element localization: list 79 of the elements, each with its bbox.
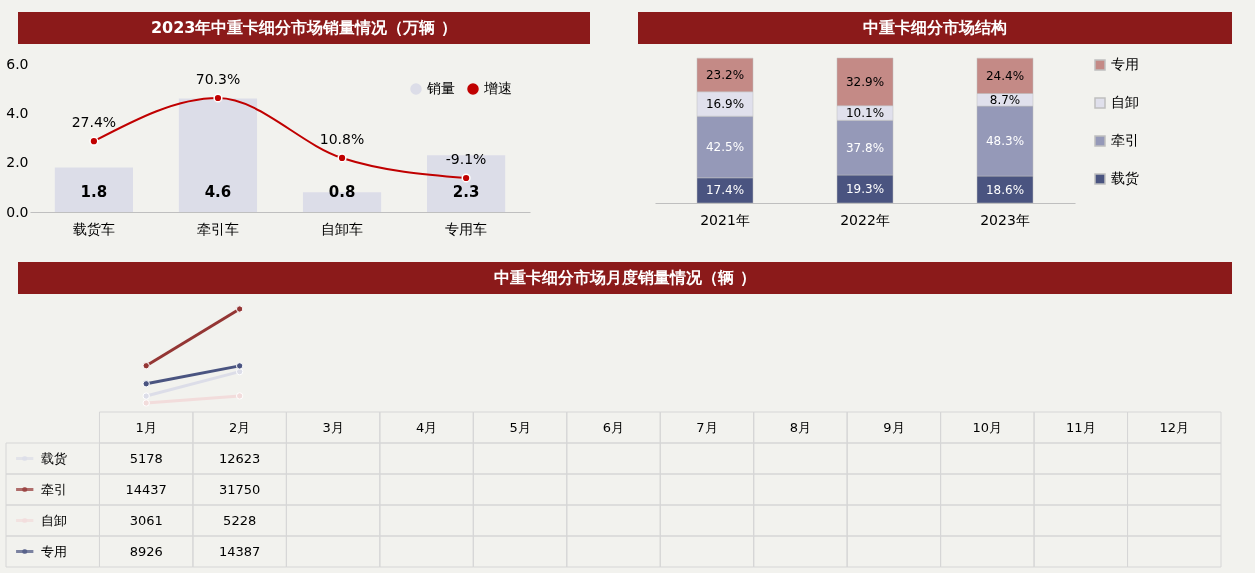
data-label: 14437 — [125, 481, 167, 497]
data-label: 5178 — [129, 450, 163, 466]
x-tick-label: 1月 — [135, 419, 157, 435]
bar — [178, 98, 258, 212]
bar — [427, 155, 506, 212]
data-label: 8.7% — [989, 92, 1021, 107]
x-tick-label: 11月 — [1066, 419, 1096, 435]
data-label: 16.9% — [705, 96, 745, 111]
data-label: 19.3% — [845, 182, 885, 197]
data-label: 31750 — [218, 481, 261, 497]
data-label: 27.4% — [71, 114, 117, 131]
point — [89, 136, 99, 146]
y-tick-label: 2.0 — [6, 154, 29, 171]
data-label: 48.3% — [985, 134, 1025, 149]
x-tick-label: 10月 — [972, 419, 1003, 435]
data-label: 70.3% — [195, 71, 241, 87]
x-tick-label: 2023年 — [980, 211, 1030, 228]
x-tick-label: 载货车 — [72, 220, 115, 237]
legend-label: 载货 — [40, 450, 67, 466]
legend-label: 自卸 — [1111, 94, 1139, 110]
data-label: 17.4% — [705, 183, 745, 198]
data-label: 37.8% — [845, 140, 885, 155]
x-tick-label: 3月 — [322, 419, 344, 435]
x-tick-label: 7月 — [696, 419, 718, 435]
y-tick-label: 6.0 — [6, 55, 29, 72]
point — [235, 362, 244, 370]
x-tick-label: 8月 — [789, 419, 812, 435]
data-label: 12623 — [218, 450, 261, 466]
point — [235, 392, 244, 400]
data-label: 18.6% — [985, 182, 1025, 197]
data-label: 0.8 — [328, 183, 356, 201]
point — [235, 368, 244, 376]
x-tick-label: 12月 — [1159, 419, 1190, 435]
data-label: 3061 — [129, 512, 163, 528]
legend-label: 专用 — [40, 543, 67, 559]
chart-title: 中重卡细分市场月度销量情况（辆 ） — [18, 262, 1232, 294]
point — [213, 93, 223, 103]
x-tick-label: 9月 — [883, 419, 905, 435]
data-label: 1.8 — [80, 183, 108, 201]
y-tick-label: 0.0 — [6, 203, 29, 220]
data-label: 10.8% — [319, 130, 365, 147]
x-tick-label: 6月 — [602, 419, 625, 435]
legend-label: 牵引 — [40, 481, 67, 497]
point — [337, 153, 347, 163]
legend-label: 增速 — [483, 80, 512, 96]
point — [235, 305, 244, 313]
legend-label: 专用 — [1111, 56, 1139, 72]
legend-label: 销量 — [426, 80, 455, 96]
legend-label: 载货 — [1111, 170, 1139, 186]
data-label: 2.3 — [452, 183, 480, 201]
bar — [54, 167, 133, 212]
data-label: 23.2% — [705, 67, 745, 82]
data-label: 32.9% — [845, 74, 885, 89]
x-tick-label: 专用车 — [445, 220, 488, 237]
data-label: 8926 — [129, 543, 163, 559]
x-tick-label: 4月 — [415, 419, 438, 435]
x-tick-label: 5月 — [509, 419, 531, 435]
x-tick-label: 2月 — [229, 419, 251, 435]
y-tick-label: 4.0 — [6, 104, 29, 121]
point — [142, 380, 150, 388]
data-label: 42.5% — [705, 140, 745, 155]
point — [142, 362, 150, 370]
legend-label: 牵引 — [1111, 132, 1139, 148]
data-label: 14387 — [218, 543, 261, 559]
chart-title: 中重卡细分市场结构 — [638, 12, 1232, 44]
x-tick-label: 2022年 — [840, 211, 890, 228]
legend-label: 自卸 — [40, 512, 67, 528]
data-label: 24.4% — [985, 68, 1025, 83]
data-label: 5228 — [223, 512, 257, 528]
point — [461, 173, 471, 183]
x-tick-label: 牵引车 — [196, 220, 239, 237]
data-label: -9.1% — [445, 151, 487, 167]
x-tick-label: 2021年 — [700, 211, 750, 228]
chart-title: 2023年中重卡细分市场销量情况（万辆 ） — [18, 12, 590, 44]
data-label: 4.6 — [204, 183, 232, 201]
point — [142, 399, 150, 407]
point — [142, 392, 150, 400]
x-tick-label: 自卸车 — [321, 220, 364, 237]
data-label: 10.1% — [845, 105, 885, 120]
